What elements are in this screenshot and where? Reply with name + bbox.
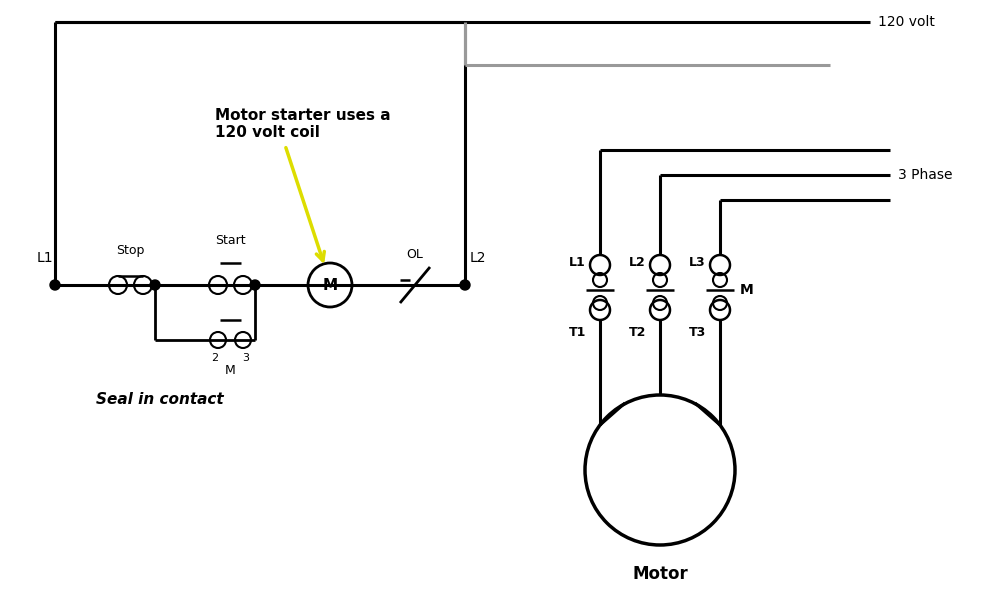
Text: Motor starter uses a
120 volt coil: Motor starter uses a 120 volt coil	[215, 108, 391, 140]
Text: L1: L1	[36, 251, 53, 265]
Text: T3: T3	[688, 326, 706, 339]
Circle shape	[250, 280, 260, 290]
Text: M: M	[225, 364, 236, 377]
Circle shape	[150, 280, 160, 290]
Text: 3: 3	[243, 353, 250, 363]
Text: Motor: Motor	[632, 565, 687, 583]
Text: 3 Phase: 3 Phase	[898, 168, 953, 182]
Text: Stop: Stop	[116, 244, 145, 257]
Text: L2: L2	[470, 251, 487, 265]
Circle shape	[460, 280, 470, 290]
Text: M: M	[740, 283, 754, 297]
Text: T1: T1	[569, 326, 586, 339]
Text: M: M	[323, 277, 338, 292]
Text: Seal in contact: Seal in contact	[96, 392, 224, 407]
Text: L1: L1	[570, 257, 586, 269]
Text: OL: OL	[406, 248, 423, 262]
Text: 120 volt: 120 volt	[878, 15, 934, 29]
Text: T2: T2	[629, 326, 646, 339]
Text: L2: L2	[629, 257, 646, 269]
Text: L3: L3	[689, 257, 706, 269]
Text: Start: Start	[215, 234, 246, 247]
Circle shape	[50, 280, 60, 290]
Text: 2: 2	[212, 353, 219, 363]
